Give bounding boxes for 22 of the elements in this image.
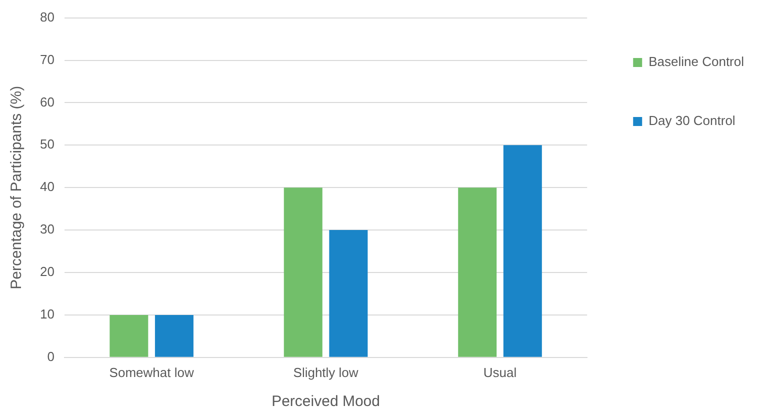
legend-label: Baseline Control [648, 54, 744, 70]
y-tick-label: 80 [40, 9, 54, 24]
y-tick-label: 40 [40, 179, 54, 194]
bar [329, 230, 368, 357]
y-tick-label: 60 [40, 94, 54, 110]
bar [284, 188, 322, 357]
y-tick-label: 0 [47, 348, 54, 364]
y-axis-title: Percentage of Participants (%) [8, 86, 26, 290]
y-tick-label: 10 [40, 306, 54, 322]
legend-label: Day 30 Control [648, 113, 736, 128]
x-tick-label: Slightly low [293, 364, 359, 380]
x-tick-label: Somewhat low [109, 364, 194, 380]
bar [110, 314, 148, 357]
x-axis-title: Perceived Mood [272, 393, 380, 410]
y-tick-label: 50 [40, 136, 54, 152]
bar [458, 188, 497, 357]
y-tick-label: 30 [40, 222, 54, 237]
bar [154, 314, 194, 357]
x-tick-label: Usual [483, 364, 517, 380]
bar [503, 145, 542, 357]
y-tick-label: 70 [40, 52, 54, 67]
y-tick-label: 20 [40, 264, 54, 280]
